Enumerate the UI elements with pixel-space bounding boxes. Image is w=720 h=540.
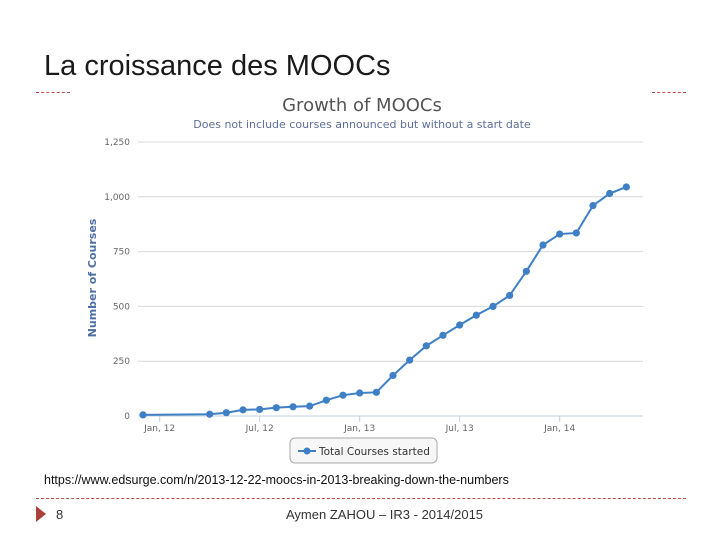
- y-axis-label: Number of Courses: [86, 218, 99, 337]
- x-tick-label: Jul, 12: [245, 424, 274, 434]
- chart-title: Growth of MOOCs: [282, 95, 442, 116]
- data-point: [422, 342, 430, 350]
- data-point: [406, 356, 414, 364]
- data-point: [622, 183, 630, 191]
- footer-marker-icon: [36, 506, 46, 522]
- data-point: [439, 331, 447, 339]
- page-number: 8: [56, 507, 64, 522]
- data-point: [256, 405, 264, 414]
- y-axis-ticks: 0 250 500 750 1,000 1,250: [104, 138, 130, 422]
- legend-box[interactable]: [289, 437, 438, 464]
- y-tick-label: 1,250: [104, 138, 130, 148]
- y-tick-label: 0: [124, 412, 130, 422]
- series-line: [142, 186, 627, 416]
- data-point: [556, 230, 564, 238]
- data-point: [306, 402, 314, 410]
- legend[interactable]: Total Courses started: [289, 437, 438, 464]
- data-point: [572, 229, 580, 237]
- data-point: [356, 389, 364, 397]
- y-tick-label: 750: [113, 248, 130, 258]
- x-tick-label: Jan, 12: [143, 424, 175, 434]
- y-tick-label: 250: [113, 357, 130, 367]
- data-point: [239, 406, 247, 414]
- data-point: [539, 241, 547, 249]
- data-point: [339, 391, 347, 399]
- data-point: [322, 396, 330, 404]
- y-tick-label: 1,000: [104, 193, 130, 203]
- x-tick-label: Jan, 14: [543, 424, 575, 434]
- title-divider-left: [36, 92, 70, 93]
- slide-title: La croissance des MOOCs: [44, 50, 391, 82]
- data-point: [139, 411, 147, 419]
- data-point: [606, 189, 614, 198]
- data-point: [222, 409, 230, 417]
- growth-chart: Growth of MOOCs Does not include courses…: [86, 95, 643, 464]
- data-point: [506, 291, 514, 300]
- data-point: [272, 404, 280, 412]
- data-point: [522, 267, 530, 275]
- data-point: [389, 371, 397, 380]
- legend-marker: [303, 447, 311, 455]
- data-point: [456, 321, 464, 329]
- chart-subtitle: Does not include courses announced but w…: [193, 118, 531, 131]
- title-divider-right: [652, 92, 686, 93]
- x-tick-label: Jan, 13: [343, 424, 375, 434]
- data-point: [372, 388, 380, 396]
- x-axis-ticks: Jan, 12 Jul, 12 Jan, 13 Jul, 13 Jan, 14: [143, 416, 575, 434]
- footer-author: Aymen ZAHOU – IR3 - 2014/2015: [286, 507, 484, 522]
- series-total-courses: [139, 183, 630, 419]
- data-point: [589, 201, 597, 210]
- data-point: [206, 410, 214, 418]
- grid-lines: [138, 141, 643, 417]
- y-tick-label: 500: [113, 302, 130, 312]
- legend-label: Total Courses started: [318, 446, 430, 458]
- data-point: [489, 302, 497, 310]
- data-point: [289, 403, 297, 411]
- x-tick-label: Jul, 13: [445, 424, 474, 434]
- footer-divider: [36, 498, 686, 499]
- source-url[interactable]: https://www.edsurge.com/n/2013-12-22-moo…: [44, 473, 509, 487]
- data-point: [472, 311, 480, 319]
